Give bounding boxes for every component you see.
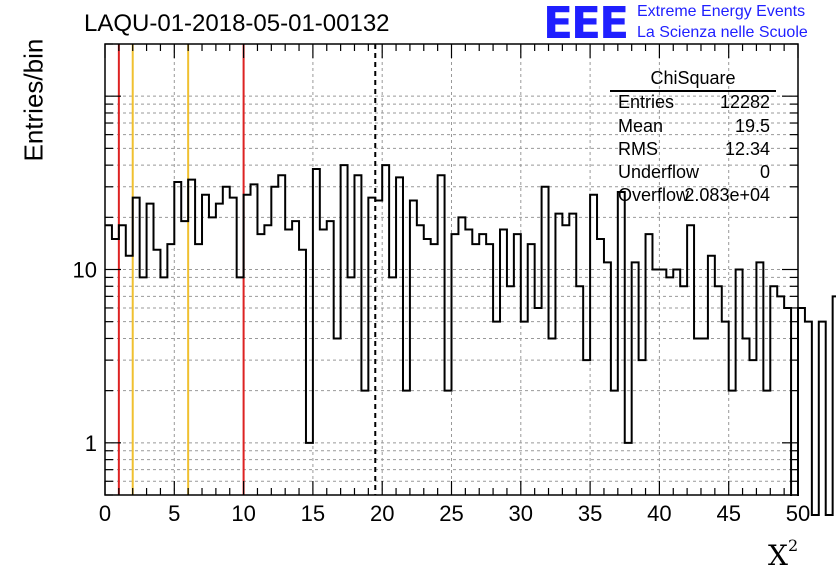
eee-logo: EEE	[543, 0, 629, 49]
histogram-step-line	[105, 164, 836, 516]
stats-row-entries: Entries 12282	[618, 92, 778, 116]
x-tick-label: 25	[439, 501, 463, 526]
axis-mask	[103, 496, 800, 536]
stats-row-mean: Mean 19.5	[618, 116, 778, 140]
x-tick-label: 20	[370, 501, 394, 526]
stats-key: Overflow	[618, 185, 690, 205]
stats-row-overflow: Overflow 2.083e+04	[618, 185, 778, 209]
stats-key: Underflow	[618, 162, 700, 182]
logo-subtitle-2: La Scienza nelle Scuole	[637, 24, 808, 41]
x-axis-label-sup: 2	[787, 536, 799, 555]
stats-row-rms: RMS 12.34	[618, 139, 778, 163]
x-tick-label: 35	[578, 501, 602, 526]
stats-key: Entries	[618, 92, 675, 112]
stats-value: 2.083e+04	[684, 185, 770, 205]
y-axis-label: Entries/bin	[18, 38, 49, 162]
x-axis-label: X2	[768, 536, 798, 572]
stats-value: 12.34	[724, 139, 770, 159]
stats-key: Mean	[618, 116, 664, 136]
x-tick-label: 50	[786, 501, 810, 526]
x-tick-label: 0	[99, 501, 111, 526]
x-tick-label: 10	[231, 501, 255, 526]
stats-title: ChiSquare	[650, 68, 736, 88]
chart-title: LAQU-01-2018-05-01-00132	[84, 10, 390, 37]
x-axis-label-main: X	[768, 539, 788, 572]
stats-divider	[610, 90, 776, 92]
x-tick-label: 5	[168, 501, 180, 526]
y-tick-label: 1	[85, 431, 97, 456]
stats-box: ChiSquare Entries 12282 Mean 19.5 RMS 12…	[608, 68, 778, 218]
x-tick-label: 40	[647, 501, 671, 526]
stats-row-underflow: Underflow 0	[618, 162, 778, 186]
stats-value: 19.5	[734, 116, 770, 136]
logo-subtitle-1: Extreme Energy Events	[637, 3, 806, 20]
stats-value: 12282	[719, 92, 770, 112]
x-tick-label: 30	[509, 501, 533, 526]
x-tick-label: 15	[301, 501, 325, 526]
x-tick-label: 45	[716, 501, 740, 526]
stats-key: RMS	[618, 139, 658, 159]
y-tick-label: 10	[73, 258, 97, 283]
stats-value: 0	[759, 162, 770, 182]
